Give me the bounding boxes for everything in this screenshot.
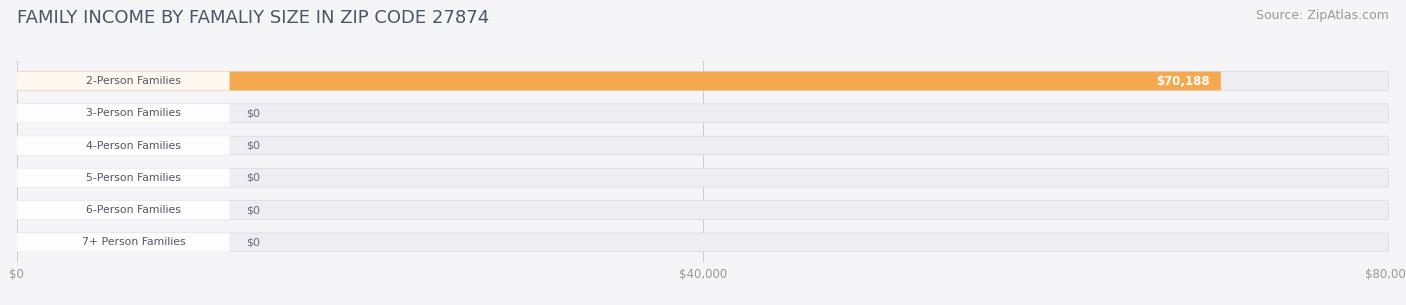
FancyBboxPatch shape: [17, 72, 229, 90]
FancyBboxPatch shape: [17, 72, 1220, 90]
FancyBboxPatch shape: [17, 136, 229, 155]
Text: $0: $0: [246, 205, 260, 215]
FancyBboxPatch shape: [17, 201, 229, 219]
FancyBboxPatch shape: [17, 201, 1389, 219]
Text: 2-Person Families: 2-Person Families: [86, 76, 181, 86]
Text: $0: $0: [246, 173, 260, 183]
Text: 3-Person Families: 3-Person Families: [86, 108, 181, 118]
FancyBboxPatch shape: [17, 168, 229, 187]
FancyBboxPatch shape: [17, 233, 229, 252]
FancyBboxPatch shape: [17, 168, 1389, 187]
FancyBboxPatch shape: [17, 104, 229, 123]
Text: FAMILY INCOME BY FAMALIY SIZE IN ZIP CODE 27874: FAMILY INCOME BY FAMALIY SIZE IN ZIP COD…: [17, 9, 489, 27]
FancyBboxPatch shape: [17, 136, 1389, 155]
FancyBboxPatch shape: [17, 72, 1389, 90]
Text: Source: ZipAtlas.com: Source: ZipAtlas.com: [1256, 9, 1389, 22]
FancyBboxPatch shape: [17, 233, 1389, 252]
Text: 5-Person Families: 5-Person Families: [86, 173, 181, 183]
Text: 7+ Person Families: 7+ Person Families: [82, 237, 186, 247]
FancyBboxPatch shape: [17, 104, 1389, 123]
Text: $0: $0: [246, 108, 260, 118]
Text: 4-Person Families: 4-Person Families: [86, 141, 181, 151]
Text: $70,188: $70,188: [1156, 74, 1209, 88]
Text: 6-Person Families: 6-Person Families: [86, 205, 181, 215]
Text: $0: $0: [246, 237, 260, 247]
Text: $0: $0: [246, 141, 260, 151]
